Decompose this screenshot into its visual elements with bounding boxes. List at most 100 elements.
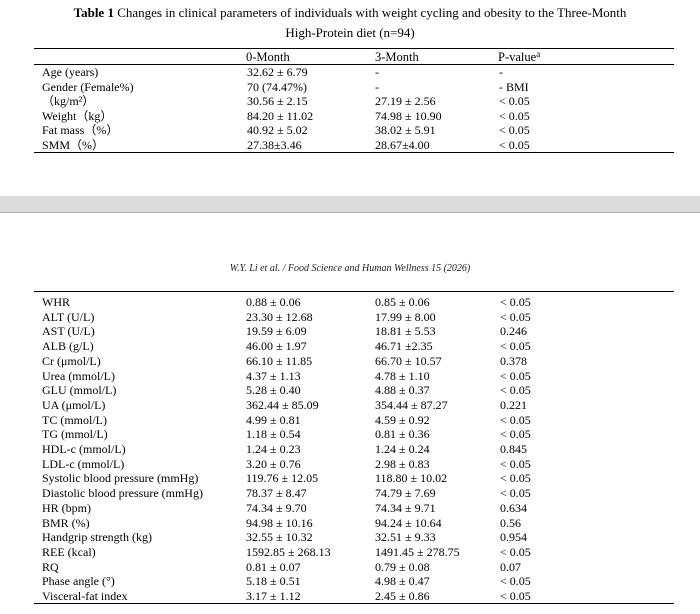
value-3-month: 32.51 ± 9.33: [375, 530, 436, 545]
p-value: 0.378: [500, 353, 527, 368]
page-break-line: [0, 212, 700, 213]
value-3-month: 94.24 ± 10.64: [375, 515, 442, 530]
table1-bottom-rule: [34, 152, 674, 153]
table-row: ALT (U/L) 23.30 ± 12.68 17.99 ± 8.00 < 0.05: [0, 310, 700, 324]
p-value: < 0.05: [500, 589, 531, 603]
p-value: < 0.05: [500, 456, 531, 471]
caption-text: Changes in clinical parameters of indivi…: [117, 5, 627, 20]
value-3-month: 2.98 ± 0.83: [375, 456, 430, 471]
value-3-month: 354.44 ± 87.27: [375, 397, 448, 412]
value-3-month: 28.67±4.00: [375, 138, 430, 152]
table-row: Handgrip strength (kg) 32.55 ± 10.32 32.51…: [0, 530, 700, 544]
value-3-month: 74.34 ± 9.71: [375, 500, 436, 515]
row-label: RQ: [42, 559, 59, 574]
table-row: Diastolic blood pressure (mmHg) 78.37 ± 8…: [0, 486, 700, 500]
value-0-month: 78.37 ± 8.47: [246, 486, 307, 501]
table-caption: Table 1 Changes in clinical parameters o…: [0, 3, 700, 43]
table-row: REE (kcal) 1592.85 ± 268.13 1491.45 ± 278.…: [0, 545, 700, 559]
value-3-month: 4.98 ± 0.47: [375, 574, 430, 589]
p-value: < 0.05: [499, 138, 530, 152]
row-label: Age (years): [42, 65, 99, 79]
table-row: Fat mass（%） 40.92 ± 5.02 38.02 ± 5.91 < 0.0…: [0, 123, 700, 137]
table-row: Age (years) 32.62 ± 6.79 - -: [0, 65, 700, 79]
p-value: < 0.05: [500, 368, 531, 383]
table-row: ALB (g/L) 46.00 ± 1.97 46.71 ±2.35 < 0.05: [0, 339, 700, 353]
value-0-month: 362.44 ± 85.09: [246, 397, 319, 412]
value-3-month: 46.71 ±2.35: [375, 339, 433, 354]
running-header: W.Y. Li et al. / Food Science and Human …: [229, 263, 471, 274]
p-value: 0.56: [500, 515, 521, 530]
p-value: 0.221: [500, 397, 527, 412]
table2-top-rule: [34, 291, 674, 292]
table-row: RQ 0.81 ± 0.07 0.79 ± 0.08 0.07: [0, 560, 700, 574]
table1-top-rule: [34, 48, 674, 49]
header-p-value: P-valuea: [498, 49, 541, 65]
p-value: 0.246: [500, 324, 527, 339]
row-label: TG (mmol/L): [42, 427, 108, 442]
value-3-month: 0.79 ± 0.08: [375, 559, 430, 574]
caption-line-2: High-Protein diet (n=94): [285, 25, 415, 40]
value-3-month: 74.98 ± 10.90: [375, 108, 442, 123]
value-0-month: 3.17 ± 1.12: [246, 589, 301, 603]
p-value: < 0.05: [500, 339, 531, 354]
value-0-month: 1.18 ± 0.54: [246, 427, 301, 442]
table-row: Visceral-fat index 3.17 ± 1.12 2.45 ± 0.86…: [0, 589, 700, 603]
value-0-month: 32.55 ± 10.32: [246, 530, 313, 545]
p-value: < 0.05: [500, 471, 531, 486]
value-0-month: 0.81 ± 0.07: [246, 559, 301, 574]
row-label: UA (μmol/L): [42, 397, 106, 412]
table-row: HR (bpm) 74.34 ± 9.70 74.34 ± 9.71 0.634: [0, 501, 700, 515]
row-label: Cr (μmol/L): [42, 353, 101, 368]
value-0-month: 23.30 ± 12.68: [246, 309, 313, 324]
value-3-month: 4.88 ± 0.37: [375, 383, 430, 398]
table-row: AST (U/L) 19.59 ± 6.09 18.81 ± 5.53 0.246: [0, 324, 700, 338]
value-0-month: 46.00 ± 1.97: [246, 339, 307, 354]
p-value: 0.954: [500, 530, 527, 545]
table-row: BMR (%) 94.98 ± 10.16 94.24 ± 10.64 0.56: [0, 516, 700, 530]
row-label: Fat mass（%）: [42, 123, 119, 138]
value-0-month: 27.38±3.46: [247, 138, 302, 152]
value-0-month: 5.28 ± 0.40: [246, 383, 301, 398]
p-value: < 0.05: [500, 309, 531, 324]
page-break-gap: [0, 196, 700, 212]
table-row: WHR 0.88 ± 0.06 0.85 ± 0.06 < 0.05: [0, 295, 700, 309]
value-3-month: 66.70 ± 10.57: [375, 353, 442, 368]
p-value: < 0.05: [500, 427, 531, 442]
row-label: Handgrip strength (kg): [42, 530, 152, 545]
value-3-month: 4.59 ± 0.92: [375, 412, 430, 427]
value-0-month: 3.20 ± 0.76: [246, 456, 301, 471]
value-3-month: 0.85 ± 0.06: [375, 295, 430, 309]
row-label: SMM（%）: [42, 138, 105, 152]
value-0-month: 74.34 ± 9.70: [246, 500, 307, 515]
p-value: -: [499, 65, 503, 79]
value-0-month: 5.18 ± 0.51: [246, 574, 301, 589]
p-value: - BMI: [499, 79, 529, 94]
table-row: Cr (μmol/L) 66.10 ± 11.85 66.70 ± 10.57 0.3…: [0, 354, 700, 368]
value-0-month: 66.10 ± 11.85: [246, 353, 313, 368]
p-value: < 0.05: [499, 108, 530, 123]
value-0-month: 32.62 ± 6.79: [247, 65, 308, 79]
table-row: TG (mmol/L) 1.18 ± 0.54 0.81 ± 0.36 < 0.05: [0, 427, 700, 441]
value-3-month: 118.80 ± 10.02: [375, 471, 448, 486]
p-value: < 0.05: [499, 123, 530, 138]
value-0-month: 94.98 ± 10.16: [246, 515, 313, 530]
table2-bottom-rule: [34, 603, 674, 604]
row-label: HR (bpm): [42, 500, 91, 515]
row-label: Visceral-fat index: [42, 589, 128, 603]
value-0-month: 119.76 ± 12.05: [246, 471, 319, 486]
value-3-month: 2.45 ± 0.86: [375, 589, 430, 603]
p-value: 0.07: [500, 559, 521, 574]
row-label: AST (U/L): [42, 324, 95, 339]
p-value: < 0.05: [500, 486, 531, 501]
row-label: Gender (Female%): [42, 79, 134, 94]
row-label: Weight（kg）: [42, 108, 113, 123]
value-3-month: 38.02 ± 5.91: [375, 123, 436, 138]
value-0-month: 30.56 ± 2.15: [247, 94, 308, 109]
value-3-month: 1491.45 ± 278.75: [375, 544, 460, 559]
value-0-month: 4.37 ± 1.13: [246, 368, 301, 383]
header-p-value-sup: a: [536, 49, 541, 59]
p-value: < 0.05: [499, 94, 530, 109]
value-0-month: 70 (74.47%): [247, 79, 307, 94]
value-3-month: 17.99 ± 8.00: [375, 309, 436, 324]
table-row: Urea (mmol/L) 4.37 ± 1.13 4.78 ± 1.10 < 0.0…: [0, 369, 700, 383]
